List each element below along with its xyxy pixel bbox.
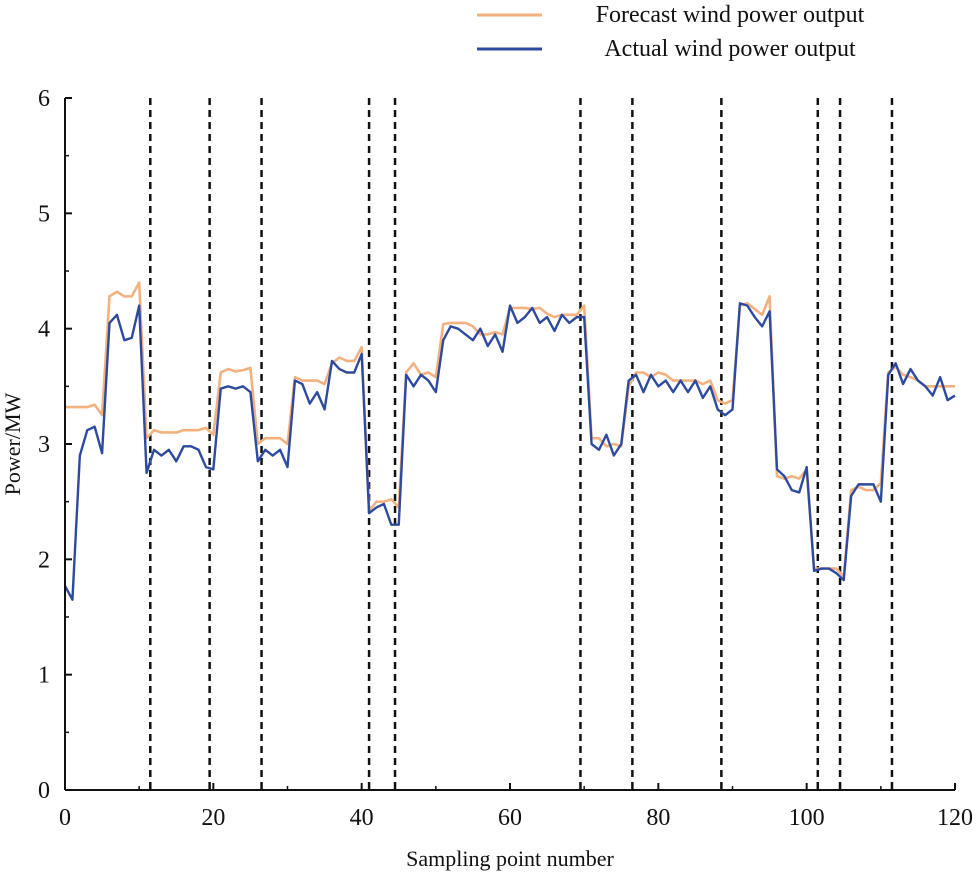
y-tick-label: 3 bbox=[38, 432, 50, 458]
y-axis-label: Power/MW bbox=[0, 392, 25, 495]
y-tick-label: 2 bbox=[38, 547, 50, 573]
y-tick-label: 1 bbox=[38, 663, 50, 689]
y-tick-label: 5 bbox=[38, 201, 50, 227]
x-tick-label: 20 bbox=[201, 805, 225, 831]
series-line-forecast bbox=[65, 281, 955, 578]
series-layer bbox=[63, 281, 956, 601]
legend-label: Forecast wind power output bbox=[596, 2, 865, 28]
x-tick-label: 80 bbox=[646, 805, 670, 831]
x-tick-label: 120 bbox=[937, 805, 973, 831]
vertical-markers bbox=[149, 98, 894, 790]
x-tick-label: 40 bbox=[350, 805, 374, 831]
y-tick-label: 0 bbox=[38, 778, 50, 804]
series-line-actual bbox=[63, 302, 956, 601]
axes bbox=[64, 98, 955, 791]
x-axis-label: Sampling point number bbox=[406, 846, 614, 871]
legend-label: Actual wind power output bbox=[604, 36, 856, 62]
y-tick-label: 6 bbox=[38, 86, 50, 112]
x-tick-label: 60 bbox=[498, 805, 522, 831]
x-tick-label: 100 bbox=[789, 805, 825, 831]
legend: Forecast wind power output Actual wind po… bbox=[477, 2, 865, 62]
y-tick-label: 4 bbox=[38, 317, 50, 343]
x-tick-label: 0 bbox=[59, 805, 71, 831]
